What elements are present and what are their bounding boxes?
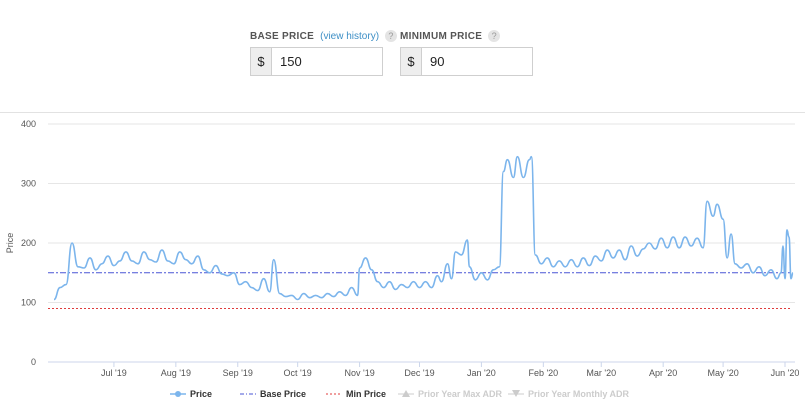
legend-label: Prior Year Max ADR <box>418 389 503 399</box>
dollar-prefix: $ <box>401 48 422 75</box>
minimum-price-input[interactable]: $ 90 <box>400 47 533 76</box>
legend-label: Price <box>190 389 212 399</box>
legend-item-prior-year-max-adr[interactable]: Prior Year Max ADR <box>398 389 503 399</box>
price-series-line <box>53 155 794 301</box>
base-price-help-icon[interactable]: ? <box>385 30 398 42</box>
y-axis: 0 100 200 300 400 <box>21 119 36 367</box>
x-axis: Jul '19 Aug '19 Sep '19 Oct '19 Nov '19 Dec '… <box>48 361 800 378</box>
y-axis-label: Price <box>5 233 15 254</box>
legend-item-prior-year-monthly-adr[interactable]: Prior Year Monthly ADR <box>508 389 630 399</box>
chart-legend: Price Base Price Min Price Prior Year Max A… <box>170 389 630 399</box>
base-price-group: BASE PRICE (view history) ? $ 150 <box>250 29 398 76</box>
dollar-prefix: $ <box>251 48 272 75</box>
legend-label: Min Price <box>346 389 386 399</box>
legend-circle-icon <box>175 391 181 397</box>
legend-label: Prior Year Monthly ADR <box>528 389 630 399</box>
legend-item-min-price[interactable]: Min Price <box>326 389 386 399</box>
x-tick-label: May '20 <box>707 368 738 378</box>
base-price-label-row: BASE PRICE (view history) ? <box>250 29 398 43</box>
legend-item-price[interactable]: Price <box>170 389 212 399</box>
base-price-input[interactable]: $ 150 <box>250 47 383 76</box>
y-tick-label: 100 <box>21 298 36 308</box>
y-tick-label: 300 <box>21 179 36 189</box>
x-tick-label: Apr '20 <box>649 368 677 378</box>
x-tick-label: Jan '20 <box>467 368 496 378</box>
x-tick-label: Jun '20 <box>771 368 800 378</box>
minimum-price-group: MINIMUM PRICE ? $ 90 <box>400 29 533 76</box>
chart-grid <box>48 123 795 303</box>
y-tick-label: 0 <box>31 357 36 367</box>
y-tick-label: 400 <box>21 119 36 129</box>
x-tick-label: Oct '19 <box>284 368 312 378</box>
x-tick-label: Nov '19 <box>344 368 374 378</box>
legend-triangle-up-icon <box>402 390 410 397</box>
x-tick-label: Feb '20 <box>528 368 558 378</box>
view-history-link[interactable]: (view history) <box>320 30 380 42</box>
x-tick-label: Sep '19 <box>223 368 253 378</box>
x-tick-label: Mar '20 <box>586 368 616 378</box>
chart-series <box>48 155 794 309</box>
x-tick-label: Aug '19 <box>161 368 191 378</box>
minimum-price-label-row: MINIMUM PRICE ? <box>400 29 533 43</box>
legend-item-base-price[interactable]: Base Price <box>240 389 306 399</box>
minimum-price-help-icon[interactable]: ? <box>488 30 501 42</box>
base-price-value[interactable]: 150 <box>280 54 302 69</box>
minimum-price-label: MINIMUM PRICE <box>400 30 483 42</box>
minimum-price-value[interactable]: 90 <box>430 54 445 69</box>
x-tick-label: Jul '19 <box>101 368 127 378</box>
section-divider <box>0 112 805 113</box>
legend-label: Base Price <box>260 389 306 399</box>
x-tick-label: Dec '19 <box>404 368 434 378</box>
legend-triangle-down-icon <box>512 390 520 397</box>
base-price-label: BASE PRICE <box>250 30 315 42</box>
y-tick-label: 200 <box>21 238 36 248</box>
